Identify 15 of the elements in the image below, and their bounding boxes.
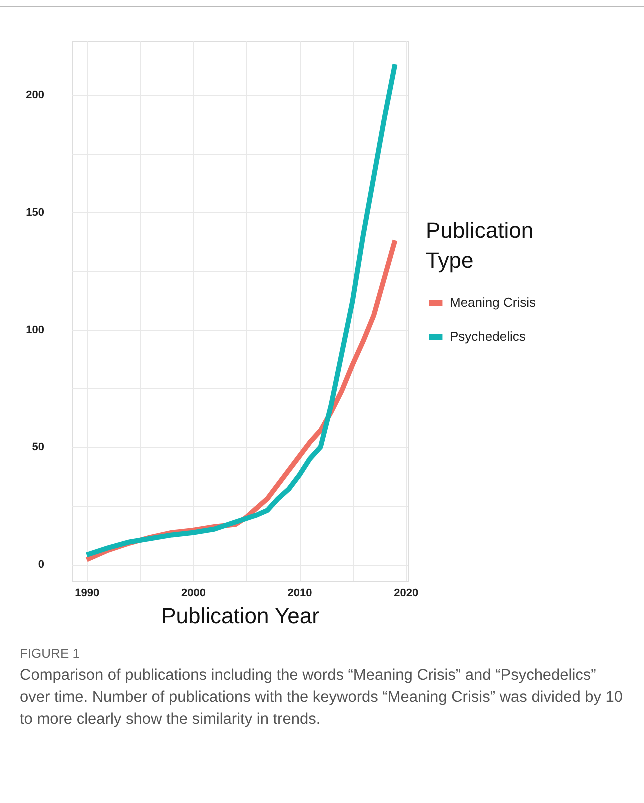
legend-label: Meaning Crisis xyxy=(450,295,536,310)
legend-label: Psychedelics xyxy=(450,329,526,344)
y-tick-label: 50 xyxy=(32,442,44,454)
y-tick-label: 0 xyxy=(38,559,44,572)
text: Comparison of publications including the words “Meaning Crisis” and “Psychedelics” over time. Number of publications with the keywords “Meaning Crisis” was divided by 10 to more clearly show the similarity in trends. xyxy=(20,666,624,730)
x-tick-label: 2010 xyxy=(288,588,312,600)
y-tick-label: 150 xyxy=(26,206,44,219)
y-tick-label: 100 xyxy=(26,324,44,336)
x-axis-title: Publication Year xyxy=(162,604,320,628)
x-tick-label: 2020 xyxy=(394,588,419,600)
x-tick-label: 1990 xyxy=(75,588,100,600)
caption: FIGURE 1 xyxy=(20,646,81,661)
legend-title: Publication Type xyxy=(426,218,534,273)
x-tick-label: 2000 xyxy=(181,588,206,600)
y-tick-label: 200 xyxy=(26,90,44,102)
